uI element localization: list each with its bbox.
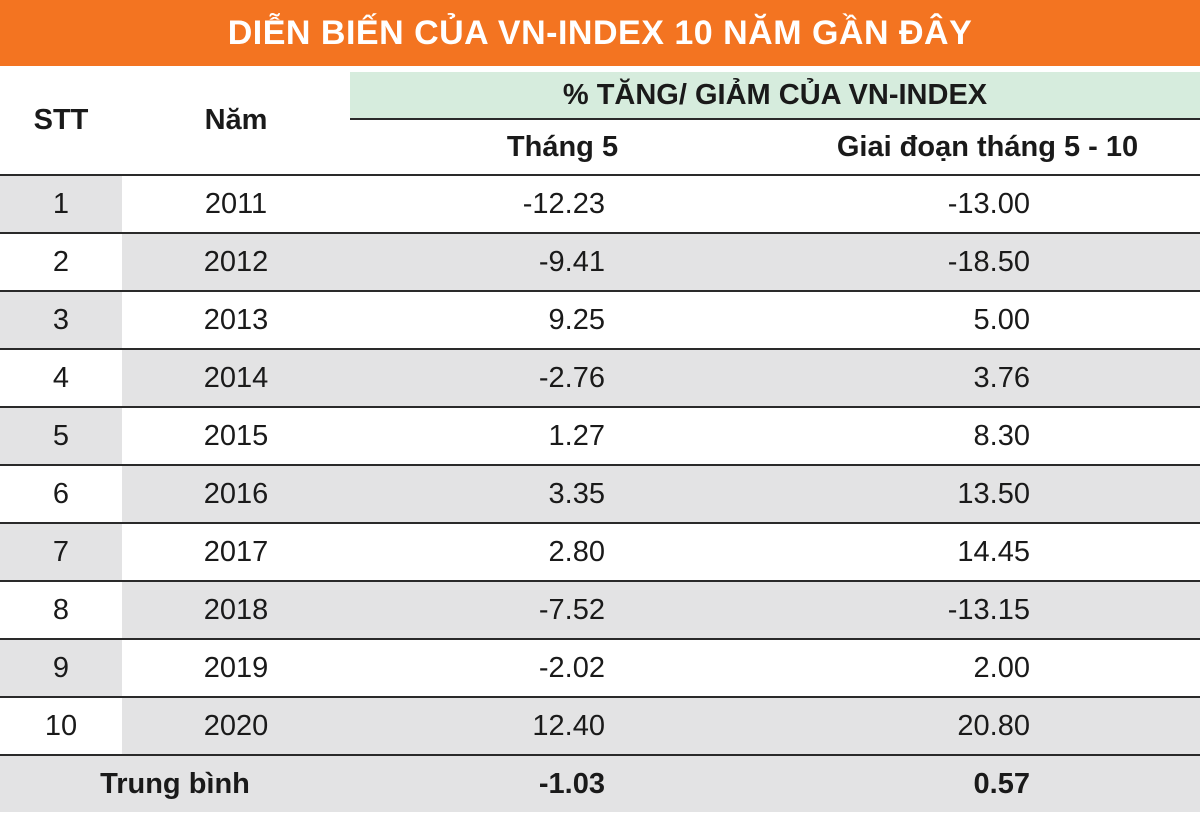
row-shade xyxy=(122,466,1200,522)
row-may-value: -12.23 xyxy=(522,187,605,220)
header-year: Năm xyxy=(204,103,268,136)
header-stt: STT xyxy=(33,103,89,136)
row-stt: 10 xyxy=(44,709,78,742)
row-may-oct-value: 5.00 xyxy=(973,303,1030,336)
row-stt: 8 xyxy=(52,593,70,626)
row-stt: 5 xyxy=(0,408,122,464)
table-row: 1 2011 -12.23 -13.00 xyxy=(0,174,1200,232)
header-may: Tháng 5 xyxy=(506,130,619,163)
row-year: 2011 xyxy=(204,187,268,220)
row-year: 2019 xyxy=(203,651,269,684)
row-year: 2013 xyxy=(203,303,269,336)
row-may-value: -9.41 xyxy=(538,245,605,278)
row-year: 2012 xyxy=(203,245,269,278)
row-may-value: -2.76 xyxy=(538,361,605,394)
table-row: 5 2015 1.27 8.30 xyxy=(0,406,1200,464)
row-stt: 3 xyxy=(0,292,122,348)
average-may-oct-value: 0.57 xyxy=(973,767,1030,800)
header-may-oct: Giai đoạn tháng 5 - 10 xyxy=(836,130,1139,163)
table-row: 3 2013 9.25 5.00 xyxy=(0,290,1200,348)
table-row: 4 2014 -2.76 3.76 xyxy=(0,348,1200,406)
average-label: Trung bình xyxy=(100,767,250,800)
table-row: 8 2018 -7.52 -13.15 xyxy=(0,580,1200,638)
header-divider xyxy=(350,118,1200,120)
row-year: 2018 xyxy=(203,593,269,626)
row-shade xyxy=(122,582,1200,638)
row-may-oct-value: 14.45 xyxy=(957,535,1030,568)
row-may-oct-value: -13.15 xyxy=(947,593,1030,626)
row-may-oct-value: 13.50 xyxy=(957,477,1030,510)
table-row: 7 2017 2.80 14.45 xyxy=(0,522,1200,580)
row-may-oct-value: 20.80 xyxy=(957,709,1030,742)
row-may-oct-value: -13.00 xyxy=(947,187,1030,220)
row-stt: 9 xyxy=(0,640,122,696)
row-stt: 7 xyxy=(0,524,122,580)
table-row: 10 2020 12.40 20.80 xyxy=(0,696,1200,754)
row-stt: 6 xyxy=(52,477,70,510)
row-may-value: 12.40 xyxy=(532,709,605,742)
row-may-value: 9.25 xyxy=(548,303,605,336)
table-title: DIỄN BIẾN CỦA VN-INDEX 10 NĂM GẦN ĐÂY xyxy=(0,0,1200,66)
row-may-oct-value: 3.76 xyxy=(973,361,1030,394)
average-shade xyxy=(0,756,1200,812)
row-may-value: 2.80 xyxy=(548,535,605,568)
row-stt: 1 xyxy=(0,176,122,232)
row-shade xyxy=(122,234,1200,290)
table-row: 9 2019 -2.02 2.00 xyxy=(0,638,1200,696)
row-year: 2014 xyxy=(203,361,269,394)
row-may-oct-value: 2.00 xyxy=(973,651,1030,684)
row-year: 2016 xyxy=(203,477,269,510)
header-group-percent: % TĂNG/ GIẢM CỦA VN-INDEX xyxy=(350,72,1200,118)
row-year: 2017 xyxy=(203,535,269,568)
row-may-oct-value: -18.50 xyxy=(947,245,1030,278)
row-may-value: -2.02 xyxy=(538,651,605,684)
table-body: 1 2011 -12.23 -13.00 2 2012 -9.41 -18.50 3 2013 9.… xyxy=(0,174,1200,812)
average-row: Trung bình -1.03 0.57 xyxy=(0,754,1200,812)
table-row: 6 2016 3.35 13.50 xyxy=(0,464,1200,522)
row-stt: 4 xyxy=(52,361,70,394)
row-may-value: 3.35 xyxy=(548,477,605,510)
row-may-value: 1.27 xyxy=(548,419,605,452)
row-shade xyxy=(122,698,1200,754)
table-row: 2 2012 -9.41 -18.50 xyxy=(0,232,1200,290)
row-stt: 2 xyxy=(52,245,70,278)
row-year: 2020 xyxy=(203,709,269,742)
row-year: 2015 xyxy=(203,419,269,452)
row-shade xyxy=(122,350,1200,406)
row-may-value: -7.52 xyxy=(538,593,605,626)
row-may-oct-value: 8.30 xyxy=(973,419,1030,452)
average-may-value: -1.03 xyxy=(538,767,605,800)
